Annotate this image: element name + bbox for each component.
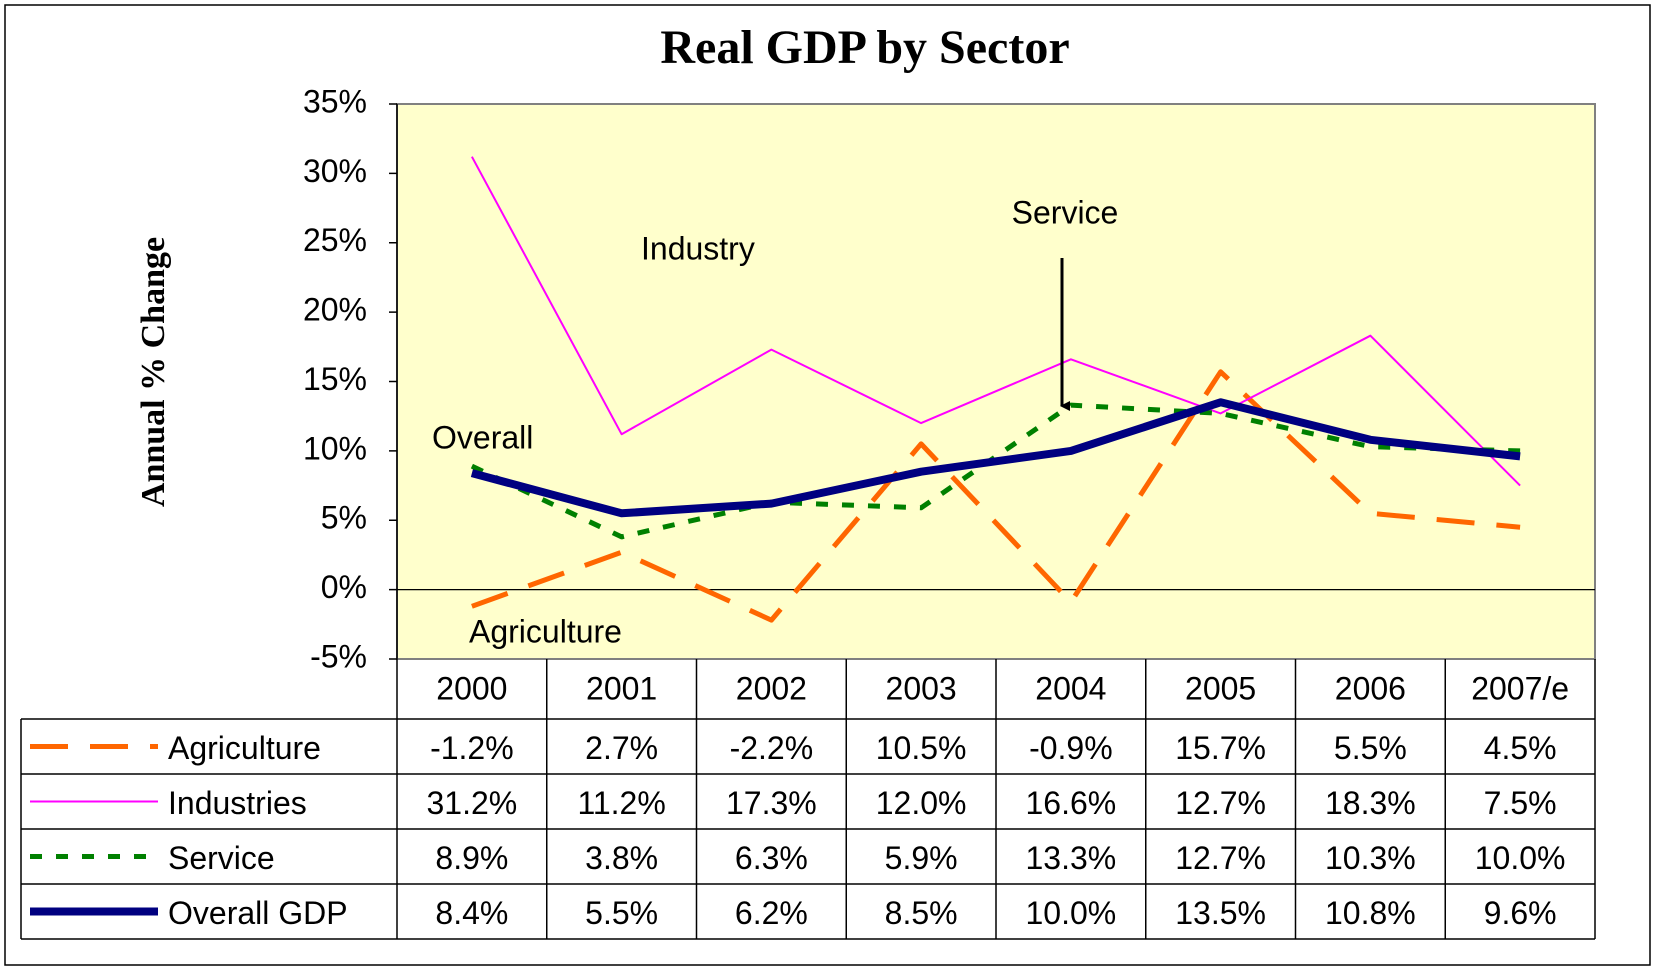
series-line [471, 156, 1521, 487]
x-tick-label: 2002 [736, 670, 807, 706]
annotation: Overall [432, 419, 533, 455]
y-tick-label: 0% [321, 569, 367, 605]
data-label: 8.9% [435, 840, 508, 876]
data-label: 11.2% [577, 785, 665, 821]
data-label: 8.4% [435, 895, 508, 931]
x-tick-label: 2006 [1335, 670, 1406, 706]
data-label: 18.3% [1325, 785, 1416, 821]
legend-label: Service [168, 840, 275, 876]
data-label: 31.2% [427, 785, 518, 821]
frame [4, 4, 1651, 966]
y-tick-label: -5% [310, 638, 367, 674]
data-label: 13.5% [1175, 895, 1266, 931]
data-label: 10.0% [1475, 840, 1566, 876]
x-tick-label: 2004 [1035, 670, 1106, 706]
x-tick-label: 2001 [586, 670, 657, 706]
y-tick-label: 20% [303, 292, 367, 328]
data-label: 12.7% [1175, 840, 1266, 876]
data-label: 5.5% [1334, 730, 1407, 766]
legend-label: Agriculture [168, 730, 321, 766]
y-tick-label: 5% [321, 500, 367, 536]
data-label: 10.3% [1325, 840, 1416, 876]
data-label: 17.3% [726, 785, 817, 821]
legend-label: Industries [168, 785, 307, 821]
x-tick-label: 2000 [436, 670, 507, 706]
data-label: -0.9% [1029, 730, 1113, 766]
y-tick-label: 15% [303, 361, 367, 397]
legend-label: Overall GDP [168, 895, 348, 931]
data-label: 5.9% [885, 840, 958, 876]
data-label: 10.8% [1325, 895, 1416, 931]
data-label: 10.5% [876, 730, 967, 766]
series-line [470, 398, 1521, 518]
y-tick-label: 10% [303, 430, 367, 466]
data-label: 5.5% [585, 895, 658, 931]
data-label: 4.5% [1484, 730, 1557, 766]
data-label: 7.5% [1484, 785, 1557, 821]
y-axis-label: Annual % Change [135, 237, 172, 507]
data-label: 6.2% [735, 895, 808, 931]
x-tick-label: 2003 [886, 670, 957, 706]
data-label: 9.6% [1484, 895, 1557, 931]
annotation: Agriculture [469, 613, 622, 649]
chart-title: Real GDP by Sector [660, 21, 1069, 74]
data-label: 6.3% [735, 840, 808, 876]
data-label: 12.0% [876, 785, 967, 821]
data-label: -1.2% [430, 730, 514, 766]
annotation: Industry [641, 230, 755, 266]
data-label: 13.3% [1026, 840, 1117, 876]
data-label: -2.2% [730, 730, 814, 766]
y-tick-label: 35% [303, 83, 367, 119]
data-label: 10.0% [1026, 895, 1117, 931]
x-tick-label: 2007/e [1471, 670, 1569, 706]
data-label: 2.7% [585, 730, 658, 766]
y-tick-label: 25% [303, 222, 367, 258]
x-tick-label: 2005 [1185, 670, 1256, 706]
plot-area [396, 103, 1596, 660]
y-tick-label: 30% [303, 153, 367, 189]
data-label: 8.5% [885, 895, 958, 931]
data-label: 15.7% [1175, 730, 1266, 766]
data-label: 3.8% [585, 840, 658, 876]
data-label: 12.7% [1175, 785, 1266, 821]
series-line [470, 402, 1521, 540]
series-line [471, 369, 1521, 623]
data-label: 16.6% [1026, 785, 1117, 821]
annotation: Service [1012, 194, 1119, 230]
